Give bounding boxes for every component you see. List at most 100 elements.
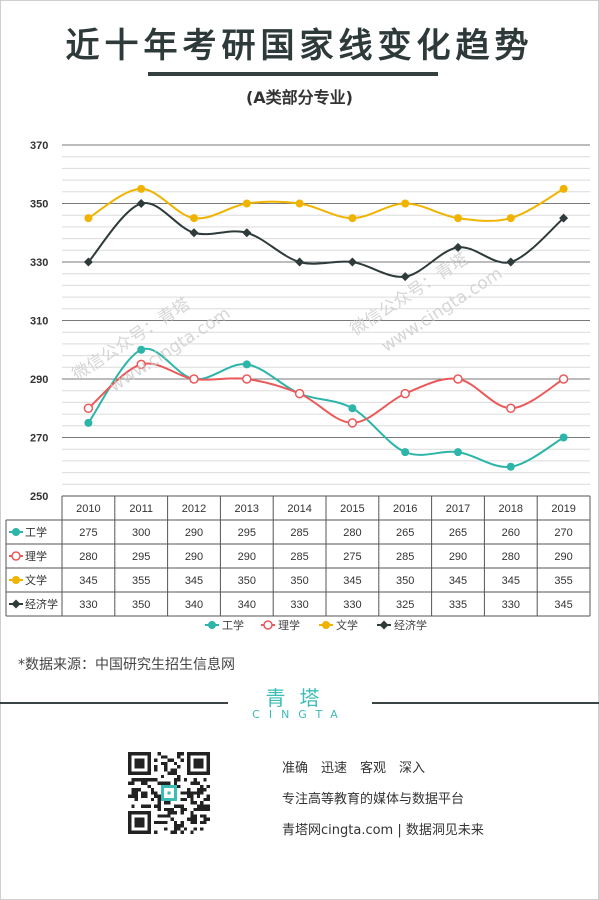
table-value: 285 [290,527,308,539]
table-value: 290 [238,551,256,563]
page-title: 近十年考研国家线变化趋势 [65,26,534,66]
x-tick-label: 2019 [551,503,575,515]
table-value: 345 [449,575,467,587]
table-series-name: 理学 [25,549,47,563]
data-point [136,199,146,208]
table-legend-marker [12,528,20,536]
brand-name-en: CINGTA [252,708,347,721]
table-value: 290 [185,551,203,563]
table-value: 355 [554,575,572,587]
data-point [83,257,93,267]
y-tick-label: 370 [30,140,48,152]
title-underline [148,72,438,76]
x-tick-label: 2013 [235,503,259,515]
table-value: 260 [502,527,520,539]
table-legend-marker [11,599,21,609]
data-point [295,257,305,267]
y-tick-label: 330 [30,257,48,269]
table-value: 350 [396,575,414,587]
slogan-line-3: 青塔网cingta.com | 数据洞见未来 [282,823,484,838]
legend-marker [263,620,273,630]
table-legend-marker [12,576,20,584]
data-point [401,448,410,457]
slogan-line-1: 准确 迅速 客观 深入 [282,761,426,776]
table-value: 345 [79,575,97,587]
data-point [137,184,146,193]
data-point [348,404,357,413]
table-value: 350 [132,599,150,611]
table-value: 280 [343,527,361,539]
y-tick-label: 310 [30,316,48,328]
data-point [84,418,93,427]
data-point [295,199,304,208]
table-value: 295 [238,527,256,539]
legend-label: 文学 [336,618,358,632]
data-point [559,433,568,442]
data-point [401,199,410,208]
data-point [559,184,568,193]
table-value: 350 [290,575,308,587]
qr-code-icon [128,752,210,834]
data-point [453,242,463,252]
data-point [506,403,516,413]
data-point [83,403,94,413]
y-tick-label: 290 [30,374,48,386]
data-point [189,374,199,384]
table-value: 345 [554,599,572,611]
x-tick-label: 2012 [182,503,206,515]
table-value: 285 [396,551,414,563]
series-line-0 [87,347,565,468]
table-value: 355 [132,575,150,587]
x-tick-label: 2018 [499,503,523,515]
table-value: 290 [449,551,467,563]
table-value: 265 [449,527,467,539]
data-point [400,272,410,282]
data-source-note: *数据来源：中国研究生招生信息网 [18,657,235,673]
table-legend-marker [11,551,21,561]
table-value: 290 [554,551,572,563]
data-point [242,374,252,384]
data-point [136,359,146,370]
table-value: 330 [343,599,361,611]
table-value: 335 [449,599,467,611]
table-value: 290 [185,527,203,539]
data-point [242,360,251,369]
x-tick-label: 2011 [129,503,153,515]
data-point [84,214,93,223]
y-tick-label: 250 [30,491,48,503]
table-value: 340 [185,599,203,611]
x-tick-label: 2014 [287,503,311,515]
table-value: 270 [554,527,572,539]
x-tick-label: 2017 [446,503,470,515]
data-point [190,214,198,223]
table-series-name: 文学 [25,573,47,587]
data-point [506,257,516,267]
table-value: 340 [238,599,256,611]
data-point [454,448,462,457]
data-point [189,228,199,238]
data-point [558,374,569,384]
data-point [347,418,358,428]
x-tick-label: 2016 [393,503,417,515]
table-series-name: 工学 [25,525,47,539]
table-value: 345 [343,575,361,587]
table-value: 350 [238,575,256,587]
data-point [347,257,357,267]
table-value: 265 [396,527,414,539]
slogan-line-2: 专注高等教育的媒体与数据平台 [282,792,465,807]
table-value: 345 [185,575,203,587]
table-series-name: 经济学 [25,597,58,611]
page-subtitle: (A类部分专业) [245,88,353,107]
table-value: 275 [343,551,361,563]
data-point [400,388,410,399]
table-value: 275 [79,527,97,539]
table-value: 330 [502,599,520,611]
table-value: 345 [502,575,520,587]
data-point [454,214,462,223]
legend-label: 工学 [222,618,244,632]
y-tick-label: 350 [30,199,48,211]
series-line-3 [87,202,565,278]
data-point [294,388,305,399]
table-value: 280 [79,551,97,563]
